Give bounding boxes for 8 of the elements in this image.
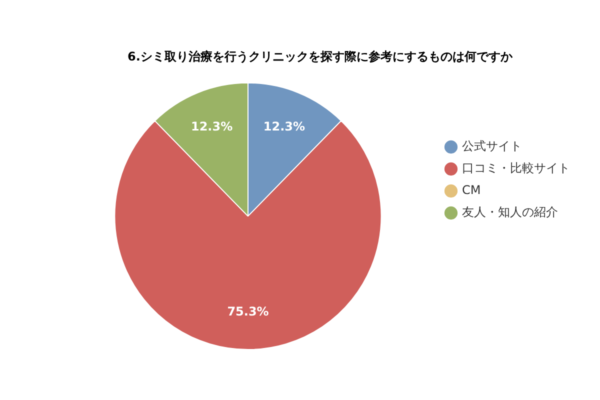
data-label: 12.3% — [263, 119, 306, 134]
legend-label: 口コミ・比較サイト — [462, 161, 570, 176]
data-label: 75.3% — [227, 304, 269, 318]
legend-label: CM — [462, 183, 481, 198]
legend-label: 友人・知人の紹介 — [462, 205, 558, 220]
chart-title: 6.シミ取り治療を行うクリニックを探す際に参考にするものは何ですか — [128, 49, 514, 64]
legend-label: 公式サイト — [462, 139, 522, 154]
data-label: 12.3% — [190, 119, 233, 134]
